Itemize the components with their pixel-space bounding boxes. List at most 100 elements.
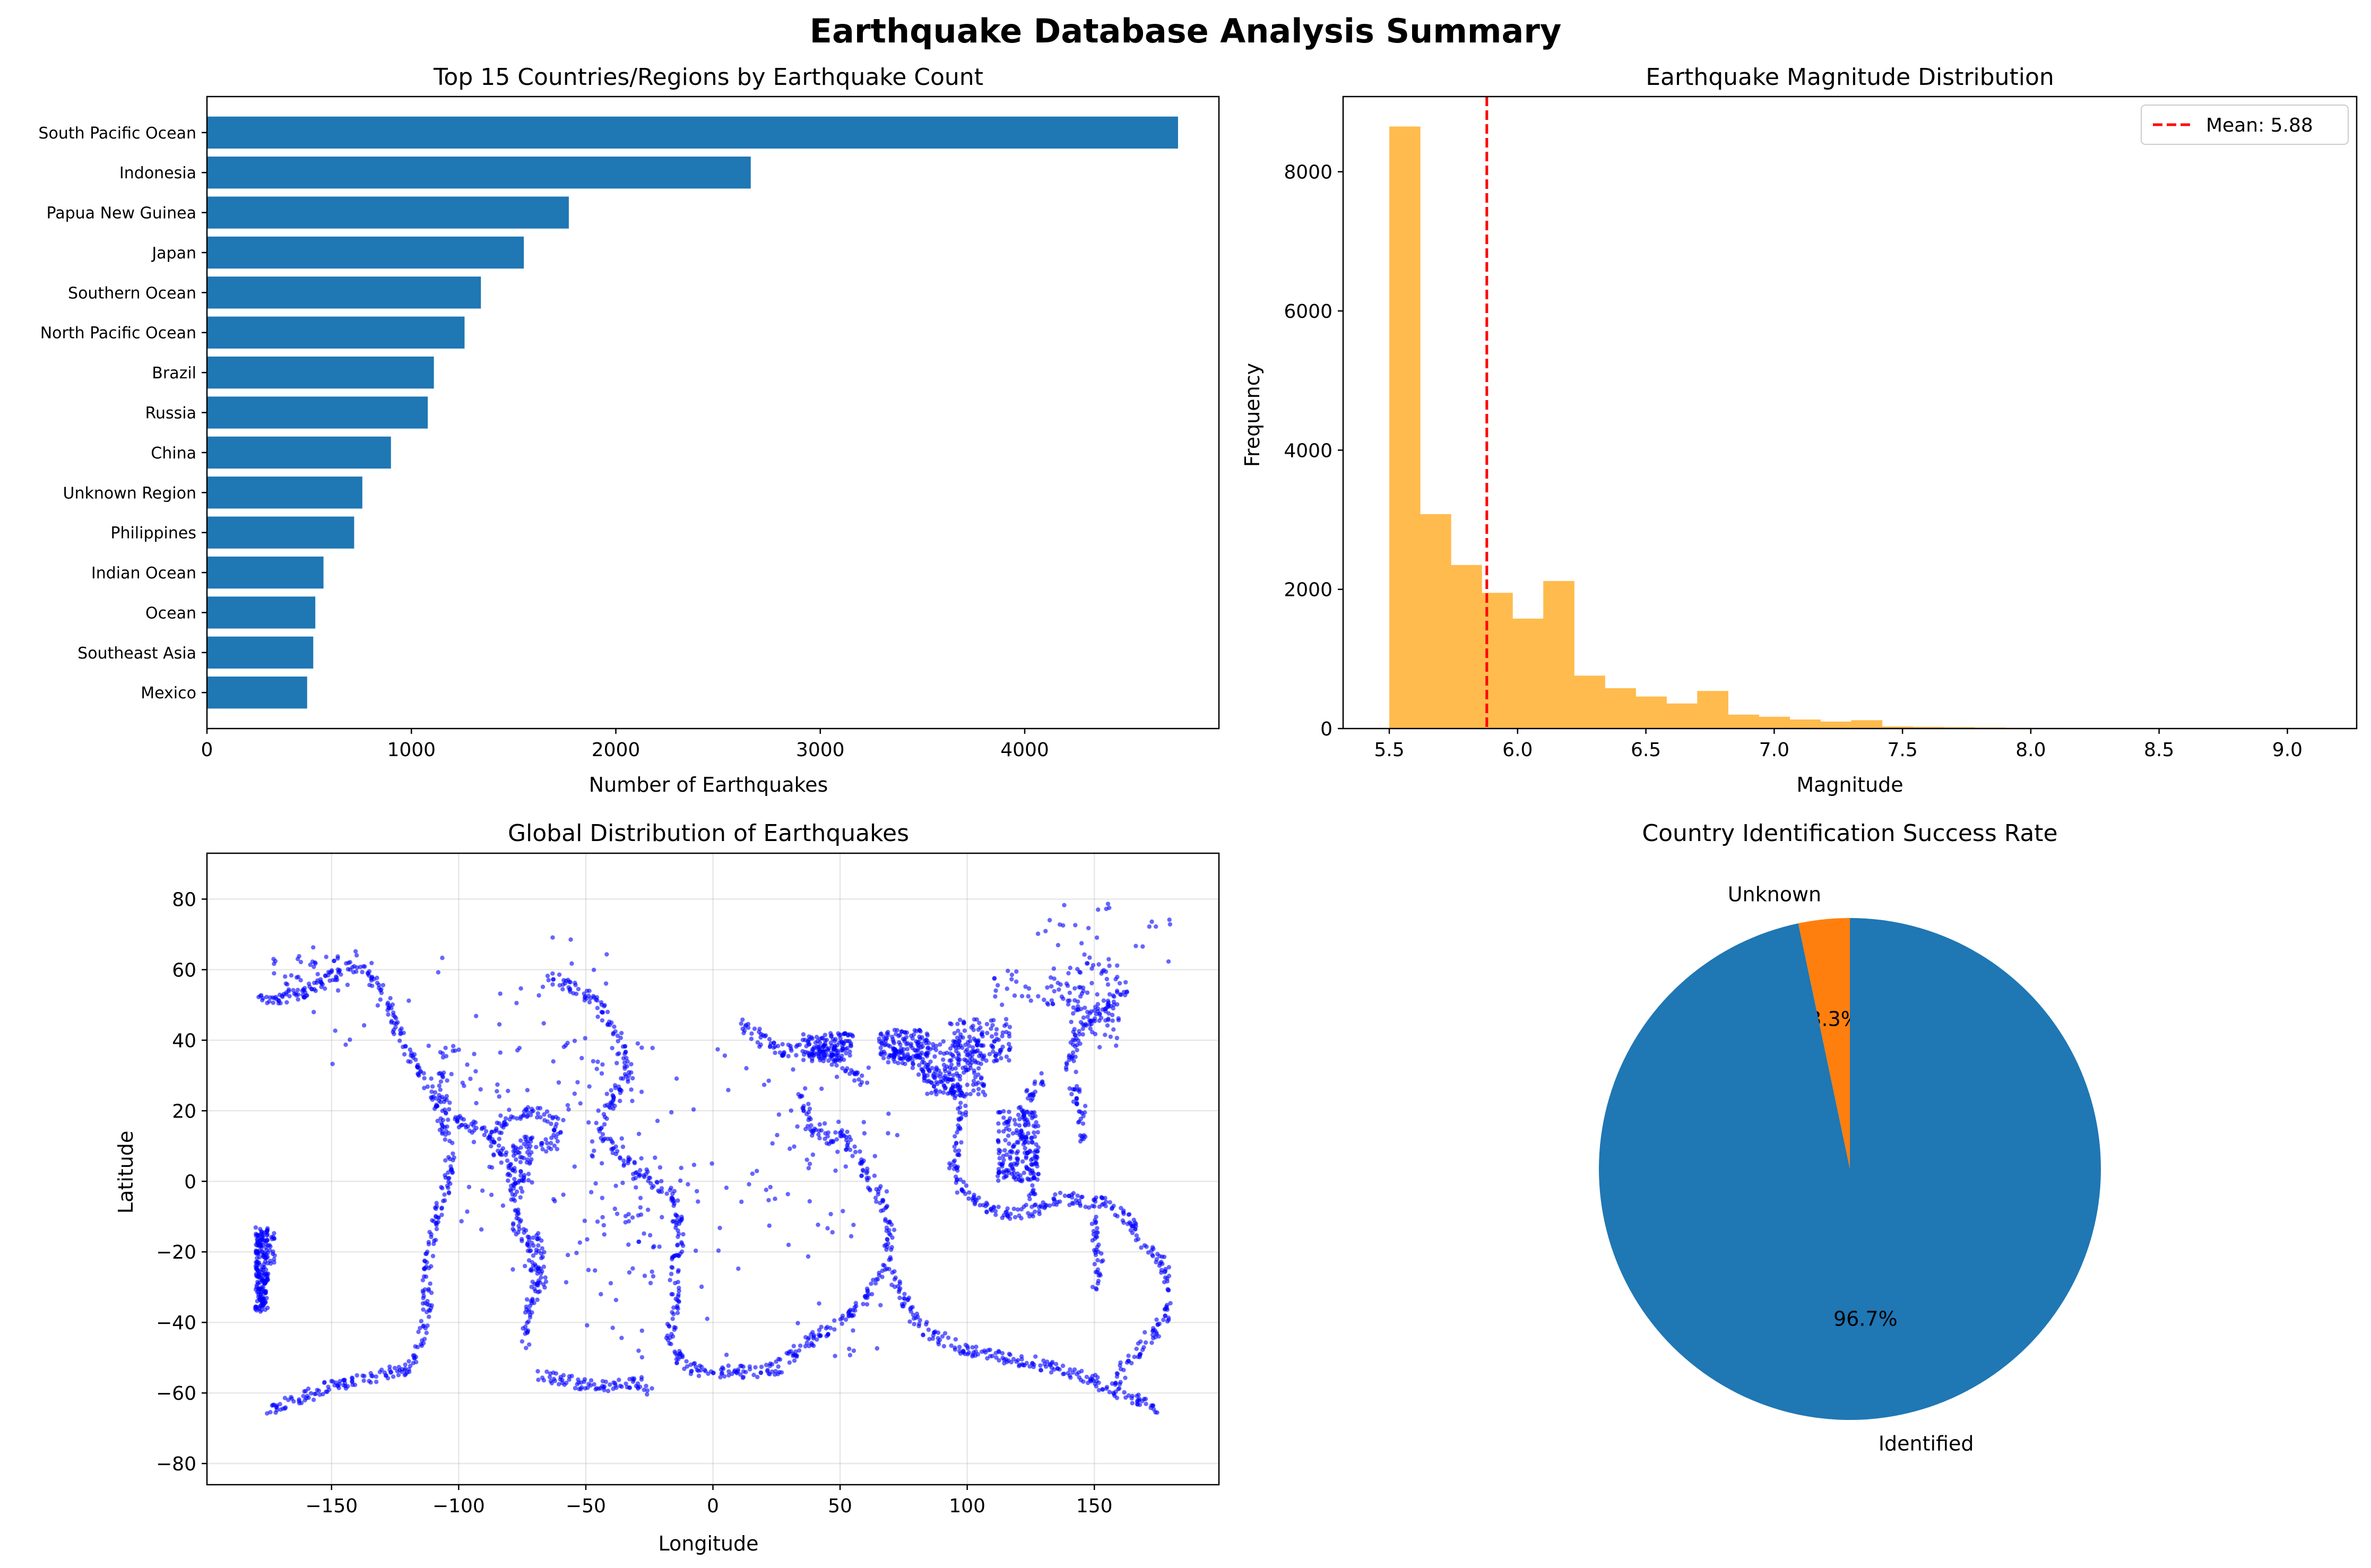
scatter-point-2562 [826, 1047, 830, 1053]
scatter-point-3486 [1062, 903, 1067, 908]
scatter-point-2573 [821, 1043, 826, 1047]
scatter-point-1843 [1132, 1354, 1137, 1359]
scatter-point-877 [678, 1217, 683, 1222]
scatter-point-3127 [1008, 1154, 1013, 1159]
scatter-point-317 [520, 1339, 525, 1344]
ytick-label-6: Brazil [152, 364, 196, 383]
bar-4 [207, 276, 481, 309]
bar-8 [207, 436, 391, 469]
scatter-point-1159 [866, 1175, 871, 1181]
scatter-point-1031 [792, 1358, 797, 1363]
scatter-points [253, 902, 1173, 1416]
scatter-point-2370 [261, 1232, 265, 1237]
scatter-point-3370 [775, 1133, 780, 1138]
scatter-point-110 [391, 1013, 396, 1018]
scatter-point-3548 [861, 1120, 866, 1125]
scatter-point-1304 [635, 1381, 641, 1386]
scatter-point-1977 [1123, 980, 1128, 985]
scatter-point-2556 [817, 1049, 823, 1053]
scatter-point-3086 [1020, 1159, 1025, 1164]
scatter-point-3346 [585, 1237, 590, 1242]
scatter-point-2578 [815, 1038, 820, 1044]
scatter-point-218 [496, 1143, 501, 1148]
scatter-point-2175 [1095, 1258, 1100, 1263]
scatter-point-3249 [600, 1062, 605, 1067]
scatter-point-3188 [1085, 1014, 1090, 1019]
scatter-point-3307 [566, 1107, 571, 1112]
scatter-point-3061 [1034, 1142, 1039, 1147]
scatter-point-379 [558, 1130, 563, 1135]
scatter-point-546 [416, 1329, 421, 1335]
scatter-point-1084 [838, 1317, 843, 1322]
scatter-point-2584 [826, 1058, 831, 1063]
scatter-point-3427 [590, 1154, 595, 1159]
scatter-point-3223 [1014, 969, 1019, 974]
scatter-point-3534 [332, 958, 336, 964]
scatter-point-2074 [767, 1044, 773, 1050]
scatter-point-3269 [636, 1239, 642, 1244]
scatter-point-899 [669, 1271, 674, 1277]
scatter-point-3488 [1115, 963, 1120, 968]
scatter-point-2866 [968, 1065, 973, 1070]
scatter-point-3358 [591, 1059, 596, 1064]
scatter-point-1512 [1130, 1393, 1135, 1399]
identification-pie-chart: Country Identification Success Rate Unkn… [1599, 820, 2101, 1456]
scatter-point-3433 [600, 1215, 605, 1220]
scatter-point-1217 [806, 1102, 811, 1106]
scatter-point-2839 [971, 1082, 976, 1087]
scatter-point-2669 [924, 1031, 930, 1036]
scatter-point-3296 [468, 1076, 473, 1081]
scatter-point-664 [271, 1402, 275, 1408]
scatter-point-3219 [1049, 984, 1054, 989]
scatter-point-1252 [551, 1370, 556, 1375]
scatter-point-3304 [600, 1196, 605, 1200]
scatter-point-105 [376, 983, 382, 987]
ytick-label-2: Papua New Guinea [46, 204, 196, 223]
scatter-point-1372 [940, 1334, 945, 1339]
scatter-point-3575 [715, 1047, 720, 1052]
scatter-point-1866 [1118, 1363, 1122, 1368]
scatter-point-3391 [824, 1333, 829, 1339]
scatter-point-3443 [406, 998, 411, 1003]
scatter-point-825 [621, 1158, 626, 1163]
scatter-point-3435 [851, 1223, 856, 1227]
scatter-point-1781 [1142, 1243, 1147, 1248]
scatter-point-1169 [850, 1154, 855, 1158]
scatter-point-710 [587, 1000, 592, 1004]
scatter-point-3574 [626, 1242, 631, 1247]
scatter-point-2631 [910, 1045, 915, 1051]
scatter-point-2164 [1094, 1219, 1098, 1225]
scatter-point-525 [421, 1266, 427, 1271]
scatter-point-2059 [741, 1030, 746, 1036]
scatter-point-2703 [886, 1033, 890, 1037]
scatter-point-3192 [1071, 1011, 1076, 1016]
scatter-point-3196 [1090, 1029, 1095, 1035]
scatter-point-649 [305, 1393, 310, 1399]
bar-9 [207, 477, 362, 509]
scatter-point-2291 [253, 1225, 258, 1230]
scatter-point-305 [527, 1303, 533, 1309]
scatter-point-2950 [949, 1021, 954, 1027]
scatter-point-2759 [947, 1072, 952, 1077]
scatter-point-2700 [879, 1031, 884, 1036]
scatter-point-3225 [993, 988, 998, 993]
xtick-label-5: 100 [949, 1495, 985, 1517]
scatter-point-3109 [1007, 1170, 1011, 1175]
scatter-point-1865 [1117, 1382, 1122, 1387]
scatter-point-552 [419, 1319, 424, 1323]
scatter-point-1083 [864, 1302, 870, 1307]
scatter-point-3516 [298, 978, 303, 983]
scatter-point-1834 [1156, 1334, 1161, 1339]
scatter-point-122 [391, 1029, 395, 1034]
scatter-point-2500 [847, 1049, 852, 1054]
scatter-point-683 [550, 971, 555, 976]
scatter-point-672 [282, 1396, 288, 1400]
scatter-point-1936 [1077, 1032, 1082, 1037]
scatter-point-803 [615, 1149, 620, 1154]
scatter-point-3342 [510, 1267, 515, 1272]
scatter-point-267 [514, 1232, 518, 1237]
scatter-point-3157 [1071, 1005, 1076, 1010]
scatter-point-1491 [1107, 1390, 1112, 1394]
scatter-point-514 [425, 1260, 429, 1265]
scatter-point-1418 [1027, 1364, 1032, 1369]
